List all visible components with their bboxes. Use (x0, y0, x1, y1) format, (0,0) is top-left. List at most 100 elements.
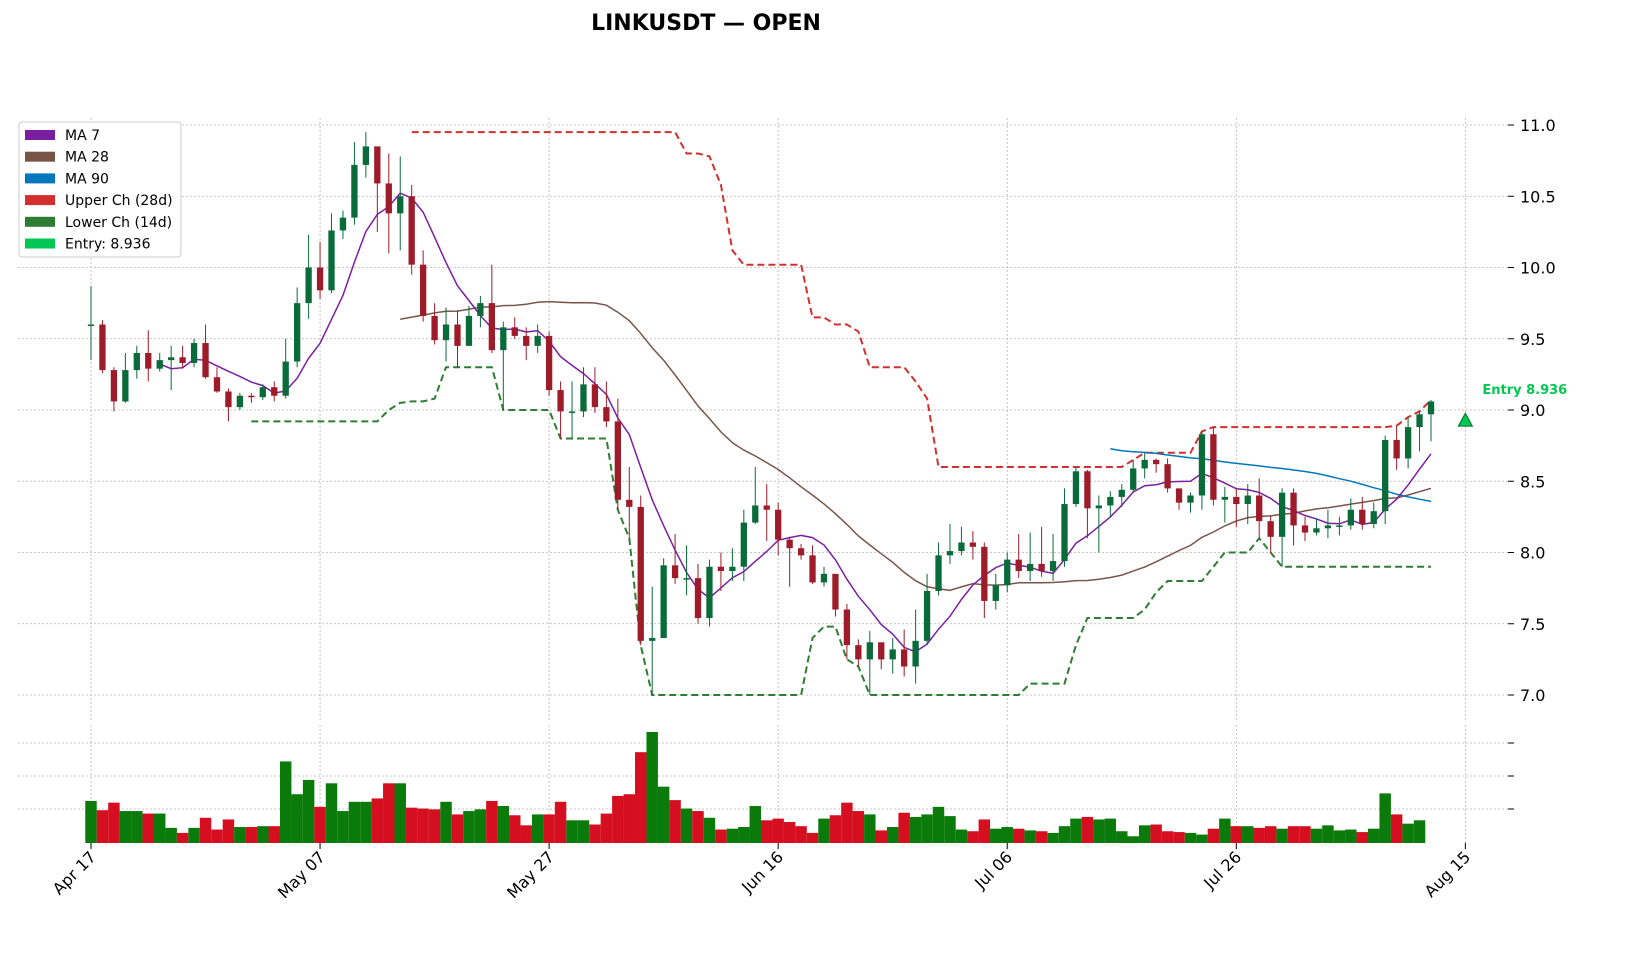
legend-swatch (25, 195, 55, 206)
candle-body (923, 590, 931, 641)
volume-bar (554, 801, 567, 843)
grid (18, 118, 1508, 843)
candle-body (500, 327, 507, 351)
x-tick-label: May 07 (274, 847, 329, 902)
volume-bar (325, 783, 338, 843)
candle-body (1382, 439, 1389, 512)
volume-bar (680, 808, 693, 843)
candle-body (351, 164, 358, 218)
volume-bar (818, 818, 830, 843)
legend: MA 7 MA 28 MA 90 Upper Ch (28d) Lower Ch (14… (18, 121, 182, 258)
volume-bar (1138, 825, 1151, 843)
volume-bar (715, 829, 727, 843)
volume-bar (394, 783, 406, 843)
volume-bar (1035, 831, 1048, 843)
volume-bar (302, 779, 315, 843)
volume-bar (1070, 818, 1082, 843)
candle-body (1210, 434, 1217, 500)
candle-body (271, 387, 278, 396)
entry-marker-icon (1457, 412, 1474, 427)
candle-body (259, 387, 266, 398)
candle-body (660, 565, 667, 638)
candle-body (683, 578, 690, 580)
volume-bar (1276, 828, 1288, 843)
volume-bar (1058, 826, 1071, 843)
volume-bar (1413, 820, 1426, 843)
candle-body (328, 230, 335, 291)
candle-body (1164, 464, 1171, 489)
upper-channel-line (411, 131, 1432, 468)
candle-body (294, 303, 301, 362)
candle-body (752, 505, 759, 523)
candle-body (866, 642, 873, 660)
candle-body (775, 509, 782, 540)
candle-body (1095, 505, 1103, 509)
candle-body (809, 555, 816, 583)
volume-bar (142, 813, 154, 843)
y-tick-label: 11.0 (1520, 116, 1556, 135)
candle-body (419, 264, 427, 316)
candle-body (1061, 504, 1068, 562)
chart-title: LINKUSDT — OPEN (591, 11, 821, 36)
candle-body (1404, 427, 1412, 459)
legend-swatch (25, 238, 55, 249)
candle-body (1393, 439, 1400, 459)
volume-bar (795, 826, 807, 843)
volume-bar (738, 827, 750, 843)
volume-bar (1207, 828, 1220, 843)
candle-body (1026, 563, 1034, 572)
volume-bar (119, 811, 132, 843)
candle-body (362, 146, 370, 165)
volume-bar (635, 752, 647, 843)
candle-body (1256, 495, 1263, 522)
x-tick-label: Aug 15 (1421, 847, 1475, 901)
candle-body (1336, 525, 1343, 527)
candle-body (523, 335, 530, 346)
y-tick-label: 10.5 (1520, 187, 1556, 206)
volume-bars (85, 732, 1426, 843)
candle-body (992, 585, 999, 601)
y-tick-label: 10.0 (1520, 259, 1556, 278)
candle-body (213, 377, 221, 392)
y-tick-label: 9.5 (1520, 330, 1545, 349)
candle-body (580, 384, 587, 412)
lower-channel-line (251, 366, 1431, 696)
volume-bar (898, 812, 910, 843)
volume-bar (348, 801, 361, 843)
candle-body (797, 548, 805, 556)
volume-bar (1356, 832, 1369, 843)
candle-body (110, 370, 118, 402)
volume-bar (463, 811, 475, 843)
candle-body (488, 303, 496, 351)
x-tick-label: May 27 (503, 847, 558, 902)
candle-body (248, 395, 255, 398)
candle-body (168, 357, 175, 361)
volume-bar (1047, 832, 1059, 843)
volume-bar (909, 816, 922, 843)
candle-body (99, 324, 106, 371)
candle-body (454, 324, 461, 346)
legend-box (18, 121, 182, 258)
volume-bar (841, 802, 853, 843)
candles (87, 132, 1435, 695)
volume-bar (657, 786, 670, 843)
volume-bar (531, 814, 544, 843)
candle-body (385, 183, 392, 214)
entry-marker-group: Entry 8.936 (1457, 383, 1567, 427)
candle-body (339, 217, 347, 231)
candle-body (557, 390, 564, 412)
candle-body (1187, 495, 1194, 503)
moving-averages (159, 192, 1432, 653)
candle-body (969, 542, 977, 547)
volume-bar (371, 798, 384, 843)
ma-90-line (1110, 448, 1432, 503)
volume-bar (85, 800, 97, 843)
volume-bar (1333, 830, 1346, 843)
candle-body (1324, 525, 1332, 529)
entry-label: Entry 8.936 (1482, 383, 1567, 398)
candle-body (591, 384, 599, 408)
candle-body (397, 196, 404, 214)
volume-bar (1081, 816, 1094, 843)
volume-bar (1093, 819, 1105, 843)
